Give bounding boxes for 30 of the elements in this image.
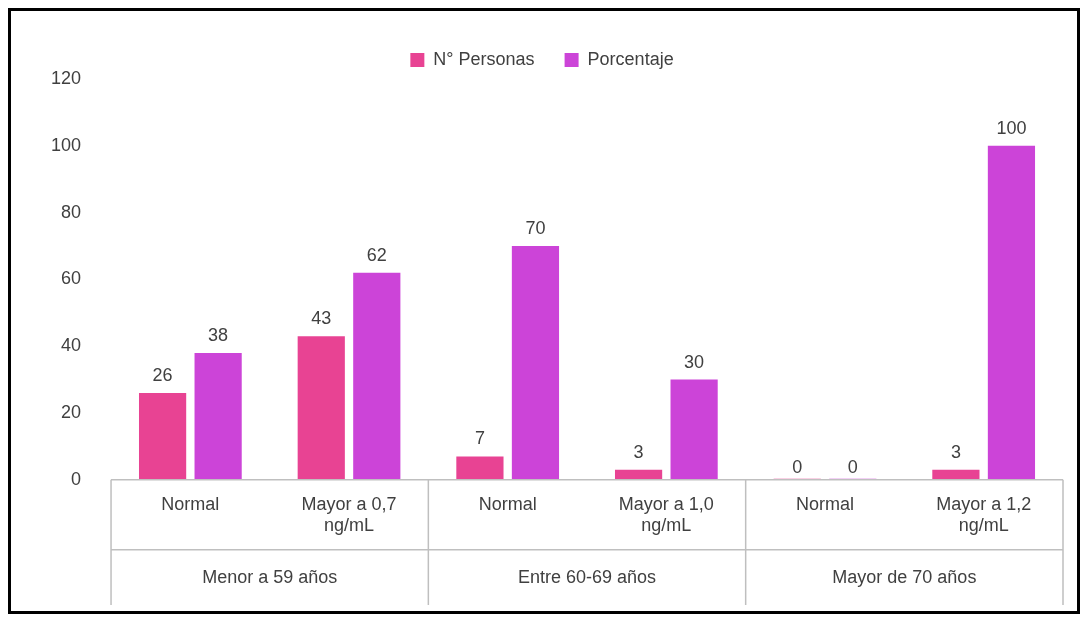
x-tick-label: Normal bbox=[796, 493, 855, 514]
y-tick-label: 20 bbox=[61, 401, 82, 422]
data-label: 26 bbox=[152, 364, 173, 385]
legend-label: Porcentaje bbox=[587, 48, 674, 69]
data-label: 0 bbox=[847, 456, 858, 477]
data-label: 70 bbox=[525, 217, 546, 238]
data-label: 0 bbox=[792, 456, 803, 477]
x-tick-label: Mayor a 1,0 ng/mL bbox=[618, 493, 714, 536]
y-tick-label: 100 bbox=[50, 134, 82, 155]
data-label: 62 bbox=[366, 244, 387, 265]
y-tick-label: 60 bbox=[61, 268, 82, 289]
legend-label: N° Personas bbox=[433, 48, 535, 69]
y-tick-label: 120 bbox=[50, 67, 82, 88]
data-label: 3 bbox=[633, 441, 644, 462]
y-tick-label: 40 bbox=[61, 335, 82, 356]
text: Entre 60-69 años bbox=[517, 566, 657, 587]
data-label: 43 bbox=[311, 308, 332, 329]
data-label: 7 bbox=[474, 428, 485, 449]
data-label: 100 bbox=[996, 117, 1027, 138]
x-tick-label: Mayor a 1,2 ng/mL bbox=[936, 493, 1032, 536]
x-tick-label: Normal bbox=[161, 493, 220, 514]
x-tick-label: Normal bbox=[478, 493, 537, 514]
y-tick-label: 80 bbox=[61, 201, 82, 222]
data-label: 30 bbox=[684, 351, 705, 372]
data-label: 38 bbox=[208, 324, 229, 345]
y-tick-label: 0 bbox=[71, 468, 82, 489]
x-tick-label: Mayor a 0,7 ng/mL bbox=[301, 493, 397, 536]
text: Menor a 59 años bbox=[202, 566, 338, 587]
text: Mayor de 70 años bbox=[832, 566, 977, 587]
data-label: 3 bbox=[950, 441, 961, 462]
